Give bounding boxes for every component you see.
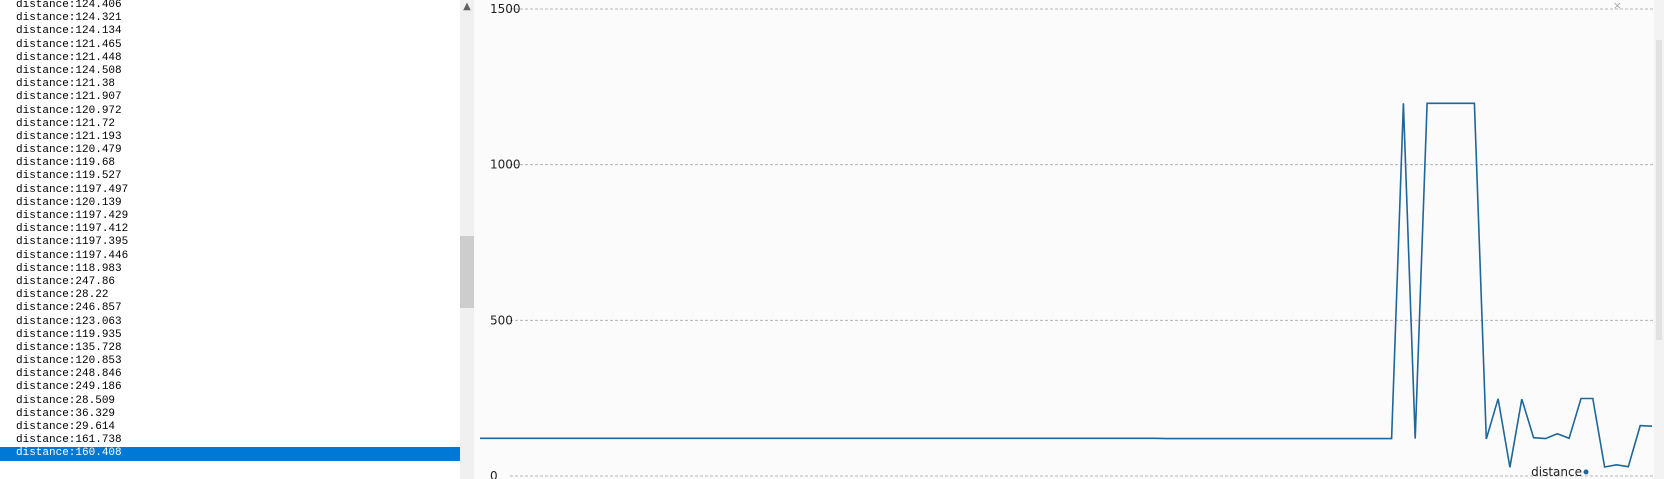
log-line[interactable]: distance:123.063 xyxy=(16,315,122,328)
log-line[interactable]: distance:1197.395 xyxy=(16,236,129,249)
close-icon[interactable]: × xyxy=(1612,0,1622,12)
log-line[interactable]: distance:124.134 xyxy=(16,25,122,38)
log-line[interactable]: distance:124.321 xyxy=(16,12,122,25)
legend-marker xyxy=(1583,469,1589,475)
log-line[interactable]: distance:28.509 xyxy=(16,394,116,407)
plot-scrollbar[interactable] xyxy=(1654,0,1664,479)
log-line[interactable]: distance:124.406 xyxy=(16,0,122,11)
log-line[interactable]: distance:121.907 xyxy=(16,91,122,104)
serial-plotter-pane: 0 500 1000 1500 distance × xyxy=(474,0,1664,479)
log-line[interactable]: distance:124.508 xyxy=(16,64,122,77)
log-line[interactable]: distance:135.728 xyxy=(16,341,122,354)
log-line[interactable]: distance:121.465 xyxy=(16,38,122,51)
log-line[interactable]: distance:118.983 xyxy=(16,262,122,275)
y-tick-label: 1500 xyxy=(490,2,521,16)
log-line[interactable]: distance:119.527 xyxy=(16,170,122,183)
log-line[interactable]: distance:121.38 xyxy=(16,78,116,91)
series-line-distance xyxy=(480,102,1653,468)
scroll-up-arrow-icon[interactable]: ▲ xyxy=(463,1,471,12)
log-line[interactable]: distance:1197.446 xyxy=(16,249,129,262)
log-line[interactable]: distance:121.72 xyxy=(16,117,116,130)
log-line[interactable]: distance:120.479 xyxy=(16,144,122,157)
log-line[interactable]: distance:246.857 xyxy=(16,302,122,315)
y-tick-label: 1000 xyxy=(490,158,521,172)
log-line[interactable]: distance:29.614 xyxy=(16,421,116,433)
log-line[interactable]: distance:160.408 xyxy=(0,447,460,461)
log-line[interactable]: distance:1197.497 xyxy=(16,183,129,196)
serial-monitor-pane: distance:124.406 distance:124.321 distance… xyxy=(0,0,460,479)
log-line[interactable]: distance:248.846 xyxy=(16,368,122,381)
log-line[interactable]: distance:1197.412 xyxy=(16,223,129,236)
scrollbar-thumb[interactable] xyxy=(460,236,474,308)
log-line[interactable]: distance:119.68 xyxy=(16,157,116,170)
monitor-scrollbar[interactable]: ▲ xyxy=(460,0,474,479)
log-line[interactable]: distance:161.738 xyxy=(16,434,122,447)
log-line[interactable]: distance:120.139 xyxy=(16,196,122,209)
log-line[interactable]: distance:121.448 xyxy=(16,51,122,64)
log-line[interactable]: distance:36.329 xyxy=(16,407,116,420)
log-line[interactable]: distance:120.853 xyxy=(16,355,122,368)
serial-output-list: distance:124.406 distance:124.321 distance… xyxy=(0,0,460,461)
legend-label: distance xyxy=(1531,465,1582,479)
log-line[interactable]: distance:247.86 xyxy=(16,275,116,288)
log-line[interactable]: distance:119.935 xyxy=(16,328,122,341)
plot-scrollbar-thumb[interactable] xyxy=(1656,40,1662,340)
log-line[interactable]: distance:1197.429 xyxy=(16,210,129,222)
y-tick-label: 0 xyxy=(490,469,498,479)
y-tick-label: 500 xyxy=(490,313,513,327)
log-line[interactable]: distance:28.22 xyxy=(16,289,109,302)
log-line[interactable]: distance:120.972 xyxy=(16,104,122,117)
log-line[interactable]: distance:121.193 xyxy=(16,130,122,143)
line-chart: 0 500 1000 1500 distance xyxy=(480,2,1654,479)
log-line[interactable]: distance:249.186 xyxy=(16,381,122,394)
